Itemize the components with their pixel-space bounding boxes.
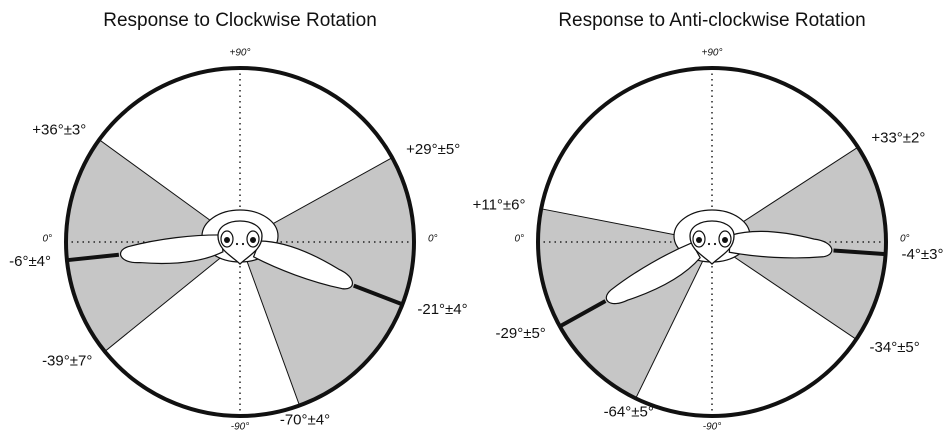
axis-label: 0° — [900, 234, 910, 245]
angle-label: -29°±5° — [496, 325, 546, 342]
angle-label: +36°±3° — [32, 121, 86, 138]
panel-title: Response to Clockwise Rotation — [103, 10, 377, 31]
turtle-pupil — [250, 237, 256, 243]
axis-label: +90° — [702, 48, 723, 59]
angle-label: -39°±7° — [42, 353, 92, 370]
axis-label: -90° — [703, 422, 721, 433]
turtle-nostril — [708, 243, 710, 245]
angle-label: +11°±6° — [473, 197, 526, 214]
angle-label: +29°±5° — [406, 141, 460, 158]
angle-label: -70°±4° — [280, 412, 330, 429]
turtle-pupil — [722, 237, 728, 243]
angle-label: -6°±4° — [9, 253, 51, 270]
angle-label: -21°±4° — [417, 301, 467, 318]
axis-label: 0° — [514, 234, 524, 245]
axis-label: 0° — [428, 234, 438, 245]
angle-label: -64°±5° — [604, 404, 654, 421]
axis-label: 0° — [42, 234, 52, 245]
turtle-pupil — [224, 237, 230, 243]
angle-label: +33°±2° — [871, 129, 925, 146]
turtle-pupil — [696, 237, 702, 243]
panel-title: Response to Anti-clockwise Rotation — [558, 10, 865, 31]
turtle-nostril — [714, 243, 716, 245]
angle-label: -4°±3° — [902, 246, 944, 263]
axis-label: +90° — [230, 48, 251, 59]
angle-label: -34°±5° — [870, 339, 920, 356]
diagram: Response to Clockwise Rotation +90° -90° 0°… — [0, 0, 948, 433]
turtle-nostril — [242, 243, 244, 245]
axis-label: -90° — [231, 422, 249, 433]
turtle-nostril — [236, 243, 238, 245]
